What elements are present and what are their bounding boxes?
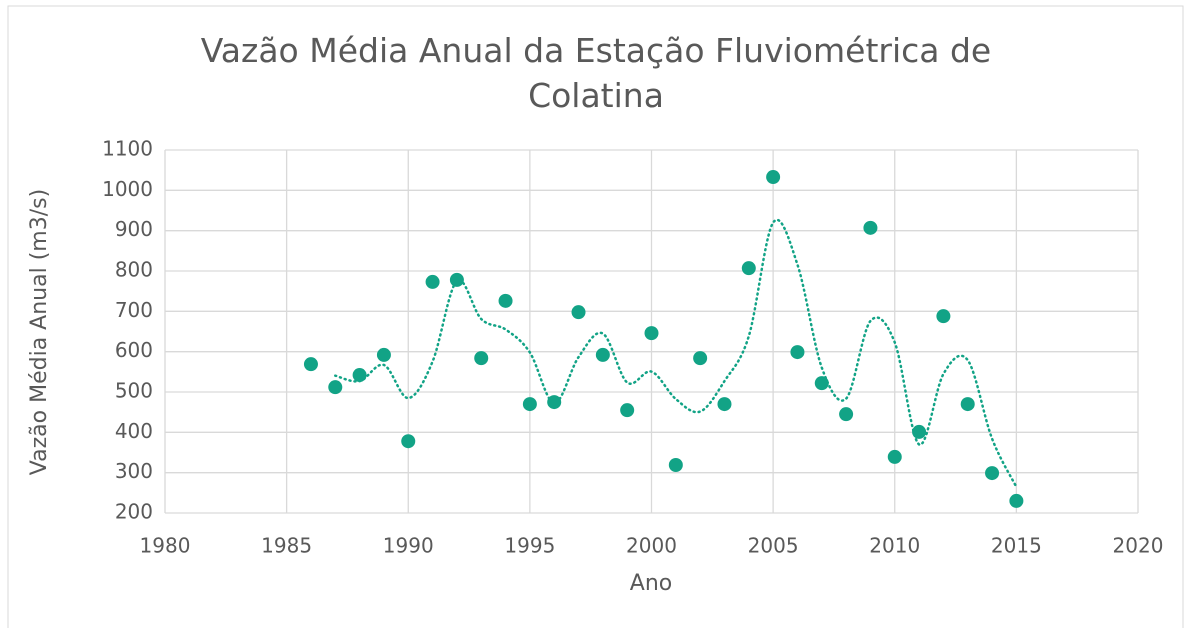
point xyxy=(401,434,416,449)
y-tick-label: 700 xyxy=(115,298,153,322)
point xyxy=(936,309,951,324)
y-tick-label: 300 xyxy=(115,459,153,483)
x-tick-label: 2010 xyxy=(869,534,920,558)
point xyxy=(668,458,683,473)
point xyxy=(352,368,367,383)
point xyxy=(960,397,975,412)
x-tick-label: 1990 xyxy=(383,534,434,558)
chart-title: Vazão Média Anual da Estação Fluviométri… xyxy=(200,31,992,115)
point xyxy=(693,351,708,366)
x-tick-label: 2005 xyxy=(748,534,799,558)
point xyxy=(474,351,489,366)
y-tick-label: 900 xyxy=(115,217,153,241)
y-tick-label: 200 xyxy=(115,500,153,524)
point xyxy=(522,397,537,412)
point xyxy=(571,305,586,320)
x-tick-label: 1980 xyxy=(140,534,191,558)
point xyxy=(449,272,464,287)
trendline xyxy=(334,218,1018,489)
point xyxy=(814,376,829,391)
point xyxy=(790,345,805,360)
x-tick-label: 2020 xyxy=(1113,534,1164,558)
point xyxy=(839,407,854,422)
chart-frame xyxy=(7,5,1184,628)
y-tick-label: 600 xyxy=(115,338,153,362)
y-tick-label: 800 xyxy=(115,258,153,282)
point xyxy=(741,261,756,276)
point xyxy=(863,220,878,235)
point xyxy=(595,347,610,362)
point xyxy=(887,449,902,464)
point xyxy=(766,170,781,185)
x-axis-label: Ano xyxy=(630,571,672,596)
y-axis-label: Vazão Média Anual (m3/s) xyxy=(27,189,52,475)
point xyxy=(717,397,732,412)
x-tick-label: 2015 xyxy=(991,534,1042,558)
point xyxy=(547,395,562,410)
point xyxy=(620,403,635,418)
y-tick-label: 500 xyxy=(115,379,153,403)
point xyxy=(498,293,513,308)
point xyxy=(1009,493,1024,508)
point xyxy=(644,326,659,341)
x-tick-label: 1995 xyxy=(504,534,555,558)
point xyxy=(328,380,343,395)
y-tick-label: 1000 xyxy=(102,177,153,201)
point xyxy=(985,466,1000,481)
x-tick-label: 2000 xyxy=(626,534,677,558)
y-tick-label: 1100 xyxy=(102,137,153,161)
point xyxy=(303,357,318,372)
y-tick-label: 400 xyxy=(115,419,153,443)
x-tick-label: 1985 xyxy=(261,534,312,558)
point xyxy=(912,424,927,439)
point xyxy=(376,347,391,362)
point xyxy=(425,274,440,289)
